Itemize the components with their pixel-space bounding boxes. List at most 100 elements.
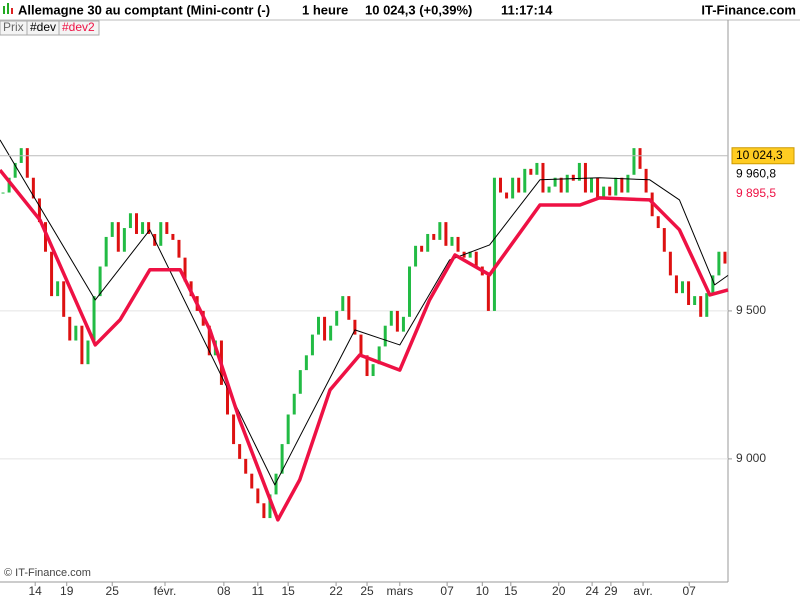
candle [183,257,187,282]
candle [644,168,648,193]
x-tick-label: 24 [585,584,599,598]
header-bar [0,0,800,20]
x-tick-label: 19 [60,584,74,598]
instrument: Allemagne 30 au comptant (Mini-contr (-) [18,2,270,17]
candle [1,192,5,194]
candle [626,174,630,193]
x-tick-label: mars [386,584,413,598]
candle [147,222,151,234]
candle [681,281,684,294]
candle [541,162,545,193]
candle [268,494,272,519]
candle [638,148,642,169]
candle [687,281,691,305]
candle [395,310,399,332]
candle [456,236,460,252]
candle [298,370,302,394]
tab-label[interactable]: Prix [3,20,24,34]
candle [341,296,345,311]
candle [92,296,96,341]
ma-line [0,168,729,522]
candle [86,340,90,365]
candle [693,296,697,305]
candle [486,275,490,311]
candle [177,239,181,258]
price-label: 10 024,3 [736,148,783,162]
candle [171,233,175,240]
candle [444,222,448,246]
tab[interactable] [58,20,100,36]
candle [232,414,236,445]
candle [662,228,666,252]
candle [329,325,333,341]
x-tick-label: 20 [552,584,566,598]
candle [608,186,612,196]
candle [335,310,339,326]
candle [292,393,296,415]
time: 11:17:14 [501,2,553,17]
candle [492,177,496,311]
candle [377,346,381,365]
candle [50,251,54,297]
candle [535,162,539,175]
x-tick-label: 14 [29,584,43,598]
candle [7,177,11,193]
candle [438,222,442,240]
candle [141,222,145,234]
candle [286,414,290,445]
candle [122,228,126,252]
candle [13,162,17,178]
candle [523,168,527,193]
candle [511,177,515,199]
y-tick-label: 9 000 [736,451,766,465]
candle [668,251,672,276]
candle [529,168,533,175]
brand: IT-Finance.com [701,2,796,17]
candle [165,222,169,234]
candle [505,192,509,199]
candle [383,325,387,347]
candle [365,355,369,377]
x-tick-label: 29 [604,584,618,598]
candle [353,319,357,335]
candle [547,186,551,193]
candle [571,174,575,181]
candle [244,458,248,474]
ma-line [0,139,729,486]
x-tick-label: 25 [106,584,120,598]
candle [590,177,593,193]
candle [110,222,114,237]
candle [44,222,47,252]
candle [31,177,35,199]
candle [62,281,66,317]
tab-label[interactable]: #dev2 [62,20,95,34]
candle [274,473,278,495]
x-tick-label: 25 [360,584,374,598]
price-label: 9 960,8 [736,167,776,181]
candle [304,355,308,371]
tab-label[interactable]: #dev [30,20,56,34]
candle [699,296,703,317]
candle [135,213,138,234]
candle [371,364,375,377]
candle [317,316,320,335]
candle [128,213,132,229]
logo [3,3,13,14]
candle [420,245,424,252]
candle [499,177,502,193]
copyright: © IT-Finance.com [4,567,91,579]
price-label: 9 895,5 [736,186,776,200]
candle [207,325,211,356]
x-tick-label: 07 [440,584,454,598]
candle [517,177,521,193]
candle [250,473,254,489]
candle [723,251,727,264]
candle [553,177,557,187]
candle [401,316,405,332]
x-tick-label: 11 [252,584,265,598]
candle [347,296,351,320]
candle [389,310,393,326]
candle [359,334,363,356]
